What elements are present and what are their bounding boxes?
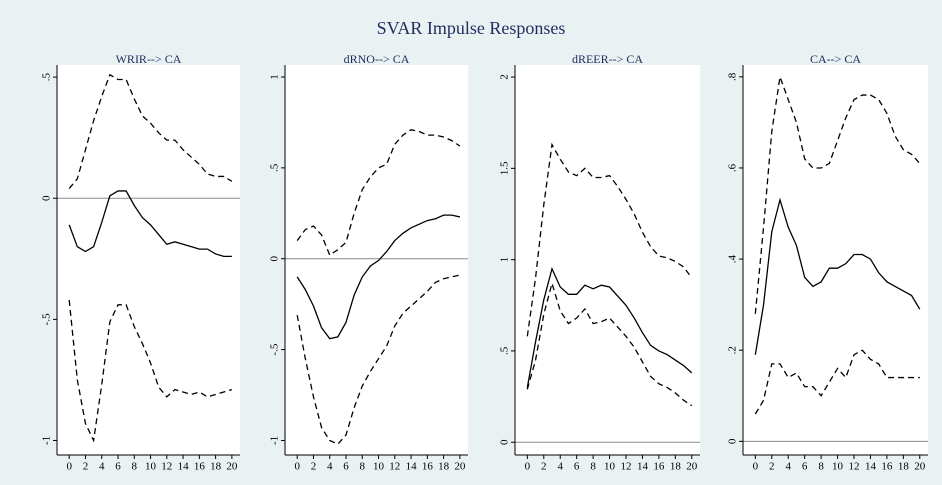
- y-tick-label: 1: [269, 74, 281, 80]
- y-tick-label: .8: [727, 72, 739, 81]
- x-tick-label: 2: [541, 461, 547, 473]
- x-tick-label: 14: [865, 461, 877, 473]
- x-tick-label: 2: [769, 461, 775, 473]
- y-tick-label: -.5: [269, 343, 281, 355]
- bound-line: [526, 142, 693, 337]
- x-tick-label: 6: [574, 461, 580, 473]
- y-tick-label: 0: [727, 438, 739, 444]
- panel-title: CA--> CA: [810, 52, 861, 66]
- x-tick-label: 10: [604, 461, 616, 473]
- y-tick-label: .6: [727, 163, 739, 172]
- x-tick-label: 12: [849, 461, 860, 473]
- y-tick-label: .2: [727, 346, 739, 354]
- bound-line: [754, 349, 920, 415]
- x-tick-label: 10: [373, 461, 385, 473]
- bound-line: [754, 76, 921, 314]
- x-tick-label: 4: [785, 461, 791, 473]
- x-tick-label: 6: [802, 461, 808, 473]
- y-tick-label: 1: [499, 257, 511, 263]
- x-tick-label: 2: [311, 461, 317, 473]
- panel-title: WRIR--> CA: [116, 52, 182, 66]
- x-tick-label: 8: [360, 461, 366, 473]
- x-tick-label: 4: [557, 461, 563, 473]
- x-tick-label: 0: [66, 461, 72, 473]
- bound-line: [68, 73, 233, 189]
- y-tick-label: 2: [499, 74, 511, 80]
- panel-title: dRNO--> CA: [344, 52, 410, 66]
- x-tick-label: 0: [753, 461, 759, 473]
- x-tick-label: 16: [194, 461, 206, 473]
- x-tick-label: 8: [132, 461, 138, 473]
- x-tick-label: 14: [637, 461, 649, 473]
- x-tick-label: 18: [898, 461, 910, 473]
- x-tick-label: 6: [115, 461, 121, 473]
- response-line: [68, 190, 232, 258]
- y-tick-label: 0: [269, 255, 281, 261]
- x-tick-label: 8: [818, 461, 824, 473]
- y-tick-label: 1.5: [499, 161, 511, 175]
- x-tick-label: 18: [438, 461, 450, 473]
- x-tick-label: 8: [590, 461, 596, 473]
- x-tick-label: 16: [422, 461, 434, 473]
- x-tick-label: 14: [178, 461, 190, 473]
- x-tick-label: 16: [653, 461, 665, 473]
- x-tick-label: 4: [99, 461, 105, 473]
- x-tick-label: 12: [161, 461, 172, 473]
- y-tick-label: .4: [727, 254, 739, 263]
- x-tick-label: 10: [832, 461, 844, 473]
- x-tick-label: 12: [389, 461, 400, 473]
- y-tick-label: 0: [499, 439, 511, 445]
- x-tick-label: 18: [670, 461, 682, 473]
- bound-line: [68, 299, 233, 443]
- bound-line: [296, 274, 461, 445]
- panel-title: dREER--> CA: [572, 52, 643, 66]
- response-line: [296, 214, 461, 340]
- plot-area: [285, 65, 468, 455]
- response-line: [526, 266, 693, 388]
- x-tick-label: 20: [226, 461, 238, 473]
- x-tick-label: 14: [406, 461, 418, 473]
- plot-area: [515, 65, 700, 455]
- bound-line: [296, 129, 461, 257]
- y-tick-label: -1: [269, 436, 281, 445]
- x-tick-label: 20: [914, 461, 926, 473]
- y-tick-label: .5: [499, 346, 511, 355]
- y-tick-label: 0: [41, 195, 53, 201]
- plot-area: [743, 65, 928, 455]
- x-tick-label: 6: [343, 461, 349, 473]
- x-tick-label: 0: [294, 461, 300, 473]
- x-tick-label: 4: [327, 461, 333, 473]
- response-line: [754, 197, 921, 355]
- x-tick-label: 20: [686, 461, 698, 473]
- x-tick-label: 20: [454, 461, 466, 473]
- y-tick-label: .5: [41, 72, 53, 81]
- x-tick-label: 16: [881, 461, 893, 473]
- x-tick-label: 0: [525, 461, 531, 473]
- y-tick-label: .5: [269, 163, 281, 172]
- x-tick-label: 10: [145, 461, 157, 473]
- x-tick-label: 12: [621, 461, 632, 473]
- x-tick-label: 2: [83, 461, 89, 473]
- y-tick-label: -1: [41, 436, 53, 445]
- plot-area: [57, 65, 240, 455]
- figure-title: SVAR Impulse Responses: [377, 18, 566, 38]
- y-tick-label: -.5: [41, 313, 53, 325]
- x-tick-label: 18: [210, 461, 222, 473]
